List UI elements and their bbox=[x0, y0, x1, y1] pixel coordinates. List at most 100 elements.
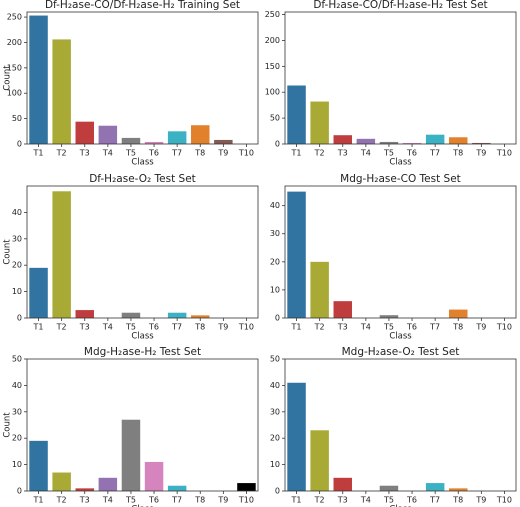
y-tick-label: 150 bbox=[7, 63, 22, 72]
bar bbox=[379, 485, 399, 491]
y-tick-label: 40 bbox=[270, 381, 280, 390]
y-axis-label: Count bbox=[3, 239, 13, 265]
bar bbox=[425, 134, 445, 144]
bar bbox=[121, 419, 141, 491]
bar bbox=[214, 139, 233, 144]
x-tick-label: T7 bbox=[171, 323, 182, 332]
bar bbox=[52, 472, 71, 491]
x-tick-label: T1 bbox=[33, 323, 44, 332]
x-tick-label: T9 bbox=[475, 323, 486, 332]
x-tick-label: T5 bbox=[125, 323, 136, 332]
y-tick-label: 40 bbox=[12, 208, 22, 217]
y-tick-label: 0 bbox=[17, 487, 22, 496]
x-tick-label: T1 bbox=[33, 149, 44, 158]
y-tick-label: 0 bbox=[17, 314, 22, 323]
y-tick-label: 150 bbox=[265, 62, 280, 71]
bar bbox=[449, 309, 468, 318]
y-tick-label: 50 bbox=[270, 355, 280, 364]
x-tick-label: T7 bbox=[429, 149, 440, 158]
y-tick-label: 200 bbox=[7, 38, 22, 47]
x-tick-label: T8 bbox=[194, 323, 205, 332]
plot-frame bbox=[26, 358, 259, 492]
bar bbox=[287, 85, 306, 144]
bar bbox=[379, 141, 399, 144]
x-tick-label: T2 bbox=[56, 496, 67, 505]
x-tick-label: T7 bbox=[429, 323, 440, 332]
x-tick-label: T3 bbox=[337, 496, 348, 505]
bar bbox=[167, 131, 187, 144]
chart-title: Mdg-H₂ase-CO Test Set bbox=[340, 173, 461, 185]
x-tick-label: T7 bbox=[429, 496, 440, 505]
bar bbox=[75, 121, 94, 144]
x-tick-label: T4 bbox=[360, 496, 371, 505]
y-tick-label: 30 bbox=[12, 407, 22, 416]
x-tick-label: T9 bbox=[217, 323, 228, 332]
bar bbox=[98, 125, 118, 144]
x-tick-label: T4 bbox=[102, 496, 113, 505]
x-tick-label: T8 bbox=[452, 149, 463, 158]
x-tick-label: T2 bbox=[56, 323, 67, 332]
x-tick-label: T9 bbox=[475, 496, 486, 505]
bar bbox=[191, 125, 210, 144]
x-tick-label: T2 bbox=[56, 149, 67, 158]
y-tick-label: 10 bbox=[270, 460, 280, 469]
bar bbox=[237, 483, 256, 491]
plot-frame bbox=[284, 185, 517, 319]
x-tick-label: T3 bbox=[79, 496, 90, 505]
y-tick-label: 30 bbox=[270, 407, 280, 416]
bar bbox=[98, 477, 118, 491]
x-tick-label: T8 bbox=[452, 496, 463, 505]
x-tick-label: T8 bbox=[194, 149, 205, 158]
x-tick-label: T6 bbox=[406, 323, 417, 332]
bar bbox=[472, 142, 491, 144]
bar bbox=[356, 138, 376, 144]
plot-frame bbox=[26, 11, 259, 145]
bar bbox=[167, 485, 187, 491]
chart-title: Mdg-H₂ase-O₂ Test Set bbox=[342, 346, 460, 358]
y-tick-label: 0 bbox=[275, 314, 280, 323]
x-tick-label: T1 bbox=[33, 496, 44, 505]
x-tick-label: T2 bbox=[314, 323, 325, 332]
x-tick-label: T9 bbox=[217, 496, 228, 505]
x-axis-label: Class bbox=[389, 158, 412, 168]
plot-frame bbox=[284, 358, 517, 492]
y-tick-label: 50 bbox=[12, 355, 22, 364]
bar bbox=[287, 191, 306, 318]
y-tick-label: 100 bbox=[265, 88, 280, 97]
x-axis-label: Class bbox=[131, 505, 154, 507]
y-tick-label: 50 bbox=[12, 114, 22, 123]
bar bbox=[75, 488, 94, 491]
x-tick-label: T5 bbox=[125, 496, 136, 505]
bar bbox=[333, 301, 352, 318]
y-tick-label: 250 bbox=[7, 13, 22, 22]
x-tick-label: T8 bbox=[194, 496, 205, 505]
bar bbox=[121, 137, 141, 144]
x-tick-label: T4 bbox=[102, 323, 113, 332]
bar bbox=[402, 142, 422, 144]
bar bbox=[29, 15, 48, 144]
bar bbox=[29, 267, 48, 318]
x-tick-label: T1 bbox=[291, 149, 302, 158]
x-tick-label: T7 bbox=[171, 149, 182, 158]
x-axis-label: Class bbox=[131, 158, 154, 168]
x-tick-label: T2 bbox=[314, 149, 325, 158]
bar bbox=[449, 488, 468, 491]
x-tick-label: T10 bbox=[238, 496, 254, 505]
x-tick-label: T5 bbox=[383, 496, 394, 505]
x-tick-label: T4 bbox=[360, 323, 371, 332]
y-tick-label: 0 bbox=[275, 487, 280, 496]
y-tick-label: 10 bbox=[12, 460, 22, 469]
x-tick-label: T4 bbox=[102, 149, 113, 158]
x-tick-label: T10 bbox=[238, 323, 254, 332]
y-tick-label: 20 bbox=[270, 434, 280, 443]
bar bbox=[121, 312, 141, 318]
bar bbox=[425, 483, 445, 491]
x-tick-label: T3 bbox=[337, 323, 348, 332]
plot-frame bbox=[284, 11, 517, 145]
bar bbox=[310, 430, 329, 491]
y-tick-label: 30 bbox=[270, 229, 280, 238]
x-tick-label: T5 bbox=[383, 323, 394, 332]
x-tick-label: T10 bbox=[496, 496, 512, 505]
y-tick-label: 40 bbox=[12, 381, 22, 390]
bar bbox=[29, 440, 48, 491]
